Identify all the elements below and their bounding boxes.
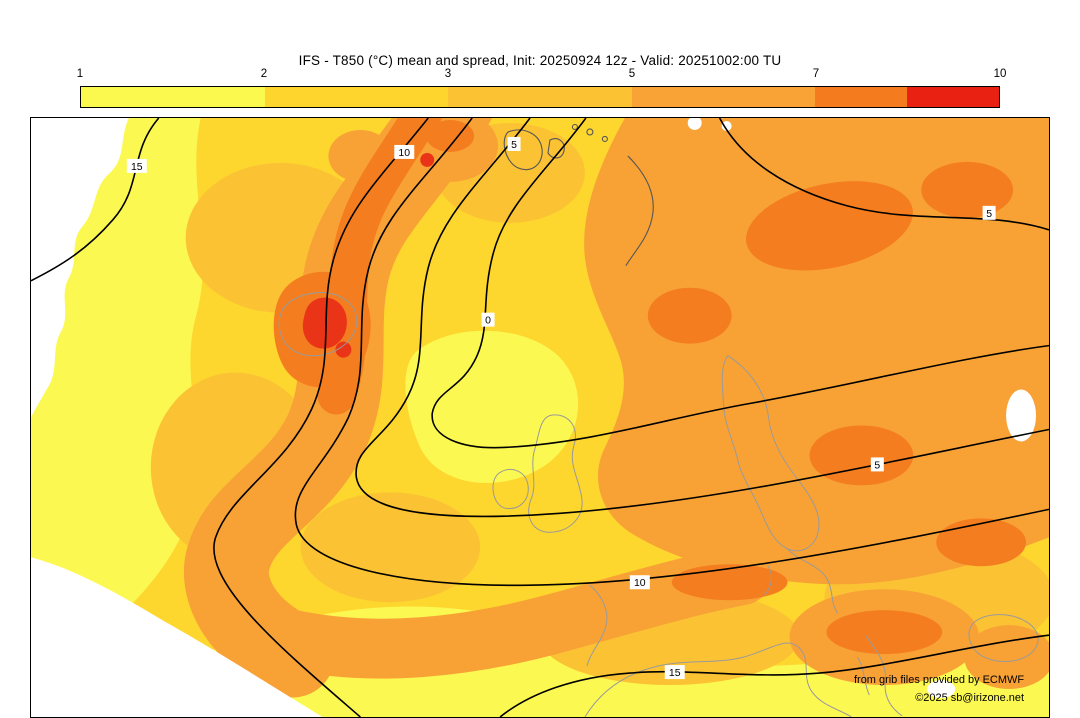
contour-labels: 15 10 5 0 5 5 10 15 [126,136,996,680]
contour-label-value: 5 [874,460,880,471]
contour-line [213,118,429,717]
contour-label-value: 5 [986,209,992,220]
black-sea-coast [968,614,1039,663]
contour-label-box [394,144,415,159]
contour-line [431,118,1049,449]
coastlines [278,292,1039,717]
no-data-white-regions [31,118,1037,717]
bottom-left-white [31,557,323,717]
contour-label-box [507,136,521,151]
contour-label-box [982,205,996,220]
arctic-islands [503,123,654,267]
colorbar-tick-label: 7 [812,68,820,80]
contour-label-box [481,312,495,327]
contour-label-box [629,575,650,590]
temperature-contours [31,118,1049,717]
italy-coast [856,634,903,717]
colorbar-tick-label: 2 [260,68,268,80]
franz-josef-islands [601,135,608,143]
forecast-map: 15 10 5 0 5 5 10 15 from grib files provided by… [30,117,1050,718]
novaya-zemlya-coast [625,155,654,267]
contour-line [31,118,160,282]
map-canvas: 15 10 5 0 5 5 10 15 from grib files provided by… [31,118,1049,717]
attribution: from grib files provided by ECMWF ©2025 … [854,674,1024,704]
contour-line [294,118,1049,587]
colorbar-segment [815,87,908,107]
iberia-med-coast [584,642,852,717]
contour-label-value: 5 [511,140,517,151]
greenland-white [31,118,129,418]
contour-label-value: 10 [398,148,410,159]
attribution-copyright: ©2025 sb@irizone.net [915,692,1024,704]
contour-label-value: 0 [485,316,491,327]
contour-label-value: 15 [669,668,681,679]
colorbar-tick-label: 10 [993,68,1007,80]
france-coast [586,584,608,667]
colorbar-segment [907,87,999,107]
spread-colorbar [80,86,1000,108]
ireland-coast [492,469,529,510]
franz-josef-islands [586,128,594,136]
contour-label-box [664,665,685,680]
colorbar-ticks: 1 2 3 5 7 10 [76,68,1007,83]
franz-josef-islands [571,123,578,131]
spread-red-cores [302,152,435,358]
colorbar-segment [631,87,816,107]
svalbard-coast [503,129,565,171]
chart-title: IFS - T850 (°C) mean and spread, Init: 2… [298,53,782,68]
contour-line [355,118,1049,518]
colorbar-segment [264,87,449,107]
uk-coast [528,414,583,533]
colorbar-tick-label: 1 [76,68,84,80]
attribution-source: from grib files provided by ECMWF [854,674,1024,686]
iceland-coast [278,292,358,357]
colorbar-tick-label: 5 [628,68,636,80]
colorbar-segment [81,87,265,107]
contour-label-value: 10 [634,578,646,589]
contour-label-box [126,158,147,173]
colorbar-segment [448,87,632,107]
contour-label-value: 15 [131,162,143,173]
contour-label-box [870,457,884,472]
contour-line [499,634,1049,717]
colorbar-tick-label: 3 [444,68,452,80]
